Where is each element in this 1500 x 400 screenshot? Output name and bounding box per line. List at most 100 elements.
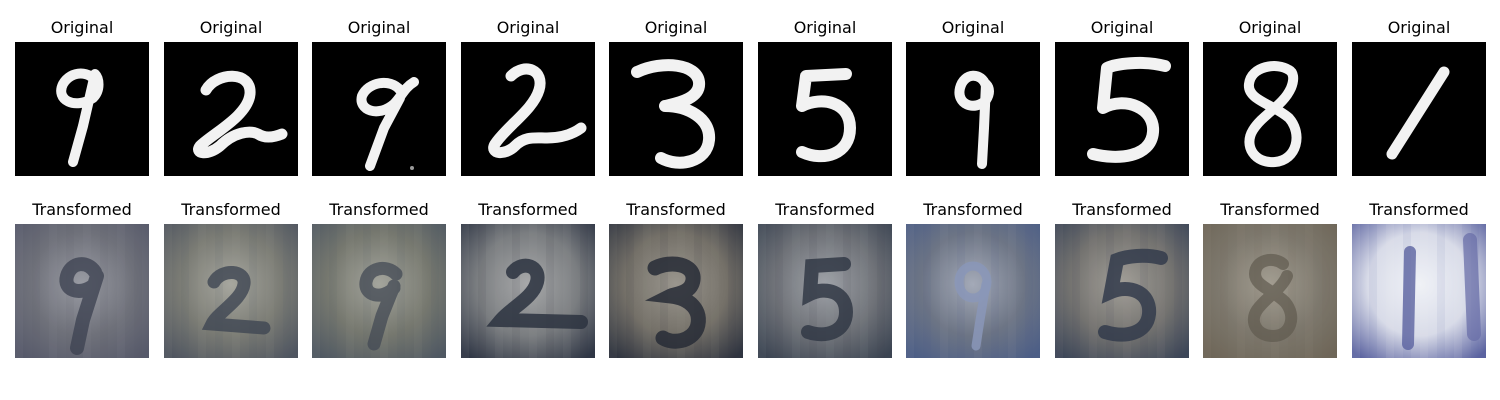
original-title: Original <box>1387 18 1451 37</box>
transformed-image-4 <box>461 224 595 358</box>
texture-band <box>758 224 766 358</box>
transformed-title: Transformed <box>32 200 132 219</box>
texture-band <box>283 224 291 358</box>
transformed-title: Transformed <box>923 200 1023 219</box>
transformed-image-3 <box>312 224 446 358</box>
original-image-2 <box>164 42 298 176</box>
original-title: Original <box>50 18 114 37</box>
texture-band <box>164 224 172 358</box>
texture-band <box>1174 224 1182 358</box>
transformed-image-8 <box>1055 224 1189 358</box>
texture-band <box>940 224 948 358</box>
texture-band <box>134 224 142 358</box>
texture-band <box>1454 224 1462 358</box>
texture-band <box>181 224 189 358</box>
texture-band <box>512 224 520 358</box>
texture-band <box>643 224 651 358</box>
texture-band <box>728 224 736 358</box>
original-image-1 <box>15 42 149 176</box>
texture-band <box>215 224 223 358</box>
texture-band <box>1157 224 1165 358</box>
texture-band <box>1220 224 1228 358</box>
texture-band <box>694 224 702 358</box>
original-image-5 <box>609 42 743 176</box>
transformed-title: Transformed <box>1072 200 1172 219</box>
texture-band <box>1072 224 1080 358</box>
texture-band <box>660 224 668 358</box>
original-title: Original <box>496 18 560 37</box>
texture-band <box>877 224 885 358</box>
transformed-title: Transformed <box>329 200 429 219</box>
texture-band <box>478 224 486 358</box>
texture-band <box>1203 224 1211 358</box>
texture-band <box>431 224 439 358</box>
texture-band <box>495 224 503 358</box>
texture-band <box>1055 224 1063 358</box>
original-title: Original <box>1090 18 1154 37</box>
texture-band <box>580 224 588 358</box>
texture-band <box>329 224 337 358</box>
original-title: Original <box>793 18 857 37</box>
texture-band <box>546 224 554 358</box>
texture-band <box>1420 224 1428 358</box>
texture-band <box>609 224 617 358</box>
texture-band <box>1025 224 1033 358</box>
transformed-title: Transformed <box>1220 200 1320 219</box>
transformed-image-2 <box>164 224 298 358</box>
transformed-title: Transformed <box>478 200 578 219</box>
original-image-4 <box>461 42 595 176</box>
original-title: Original <box>1238 18 1302 37</box>
texture-band <box>461 224 469 358</box>
texture-band <box>414 224 422 358</box>
transformed-title: Transformed <box>181 200 281 219</box>
texture-band <box>991 224 999 358</box>
original-image-6 <box>758 42 892 176</box>
texture-band <box>266 224 274 358</box>
texture-band <box>198 224 206 358</box>
texture-band <box>563 224 571 358</box>
texture-band <box>1089 224 1097 358</box>
texture-band <box>906 224 914 358</box>
transformed-background <box>906 224 1040 358</box>
original-image-7 <box>906 42 1040 176</box>
texture-band <box>346 224 354 358</box>
transformed-image-7 <box>906 224 1040 358</box>
texture-band <box>711 224 719 358</box>
texture-band <box>1369 224 1377 358</box>
texture-band <box>1008 224 1016 358</box>
texture-band <box>843 224 851 358</box>
original-image-10 <box>1352 42 1486 176</box>
original-title: Original <box>347 18 411 37</box>
transformed-title: Transformed <box>1369 200 1469 219</box>
original-title: Original <box>941 18 1005 37</box>
texture-band <box>792 224 800 358</box>
original-title: Original <box>199 18 263 37</box>
transformed-image-10 <box>1352 224 1486 358</box>
texture-band <box>860 224 868 358</box>
texture-band <box>1437 224 1445 358</box>
texture-band <box>626 224 634 358</box>
transformed-image-5 <box>609 224 743 358</box>
original-image-8 <box>1055 42 1189 176</box>
texture-band <box>775 224 783 358</box>
texture-band <box>32 224 40 358</box>
texture-band <box>249 224 257 358</box>
texture-band <box>1322 224 1330 358</box>
original-image-3 <box>312 42 446 176</box>
texture-band <box>923 224 931 358</box>
texture-band <box>397 224 405 358</box>
original-title: Original <box>644 18 708 37</box>
transformed-image-1 <box>15 224 149 358</box>
texture-band <box>1386 224 1394 358</box>
original-image-9 <box>1203 42 1337 176</box>
texture-band <box>100 224 108 358</box>
transformed-title: Transformed <box>626 200 726 219</box>
texture-band <box>1237 224 1245 358</box>
texture-band <box>15 224 23 358</box>
texture-band <box>1352 224 1360 358</box>
texture-band <box>117 224 125 358</box>
texture-band <box>312 224 320 358</box>
transformed-title: Transformed <box>775 200 875 219</box>
texture-band <box>974 224 982 358</box>
transformed-background <box>164 224 298 358</box>
